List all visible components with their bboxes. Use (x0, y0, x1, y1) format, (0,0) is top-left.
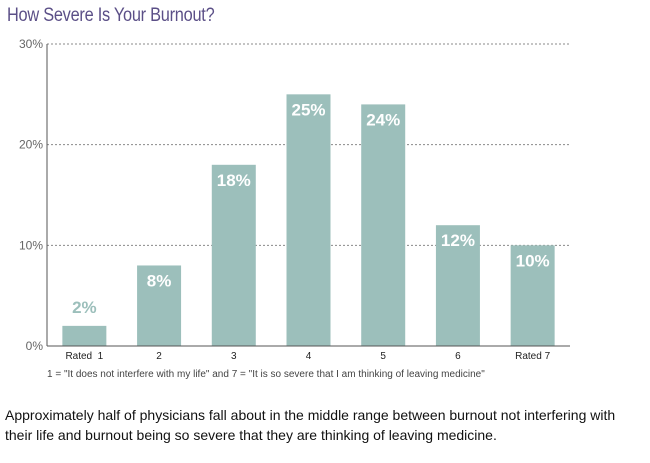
bar (62, 325, 107, 346)
bar (286, 94, 331, 346)
x-tick-label: 4 (306, 351, 312, 362)
y-tick-label: 0% (26, 339, 44, 353)
data-label: 8% (147, 271, 172, 290)
bar (510, 245, 555, 346)
x-tick-label: 3 (231, 351, 237, 362)
data-labels: 2% 8% 18% 25% 24% 12% 10% (72, 100, 550, 317)
x-tick-label: Rated 1 (65, 351, 103, 362)
y-tick-label: 20% (19, 138, 43, 152)
chart-title: How Severe Is Your Burnout? (7, 5, 215, 26)
bar-chart: 0% 10% 20% 30% 2% 8% 18% 25% 24% 12% 10% Rated 1 2… (19, 37, 570, 362)
data-label: 24% (366, 110, 400, 129)
data-label: 25% (291, 100, 325, 119)
data-label: 12% (441, 231, 475, 250)
data-label: 10% (516, 251, 550, 270)
bars (62, 94, 555, 347)
y-tick-label: 10% (19, 238, 43, 252)
x-tick-label: Rated 7 (515, 351, 550, 362)
x-tick-label: 6 (455, 351, 461, 362)
bar (211, 164, 256, 346)
x-tick-label: 5 (380, 351, 386, 362)
x-axis-tick-labels: Rated 1 2 3 4 5 6 Rated 7 (65, 351, 550, 362)
data-label: 18% (217, 171, 251, 190)
y-axis-tick-labels: 0% 10% 20% 30% (19, 37, 43, 353)
caption-text: Approximately half of physicians fall ab… (5, 407, 616, 443)
bar (435, 225, 480, 346)
bar (137, 265, 182, 346)
bar (361, 104, 406, 347)
data-label: 2% (72, 298, 97, 317)
x-tick-label: 2 (156, 351, 162, 362)
y-tick-label: 30% (19, 37, 43, 51)
chart-footnote: 1 = "It does not interfere with my life"… (47, 369, 485, 380)
